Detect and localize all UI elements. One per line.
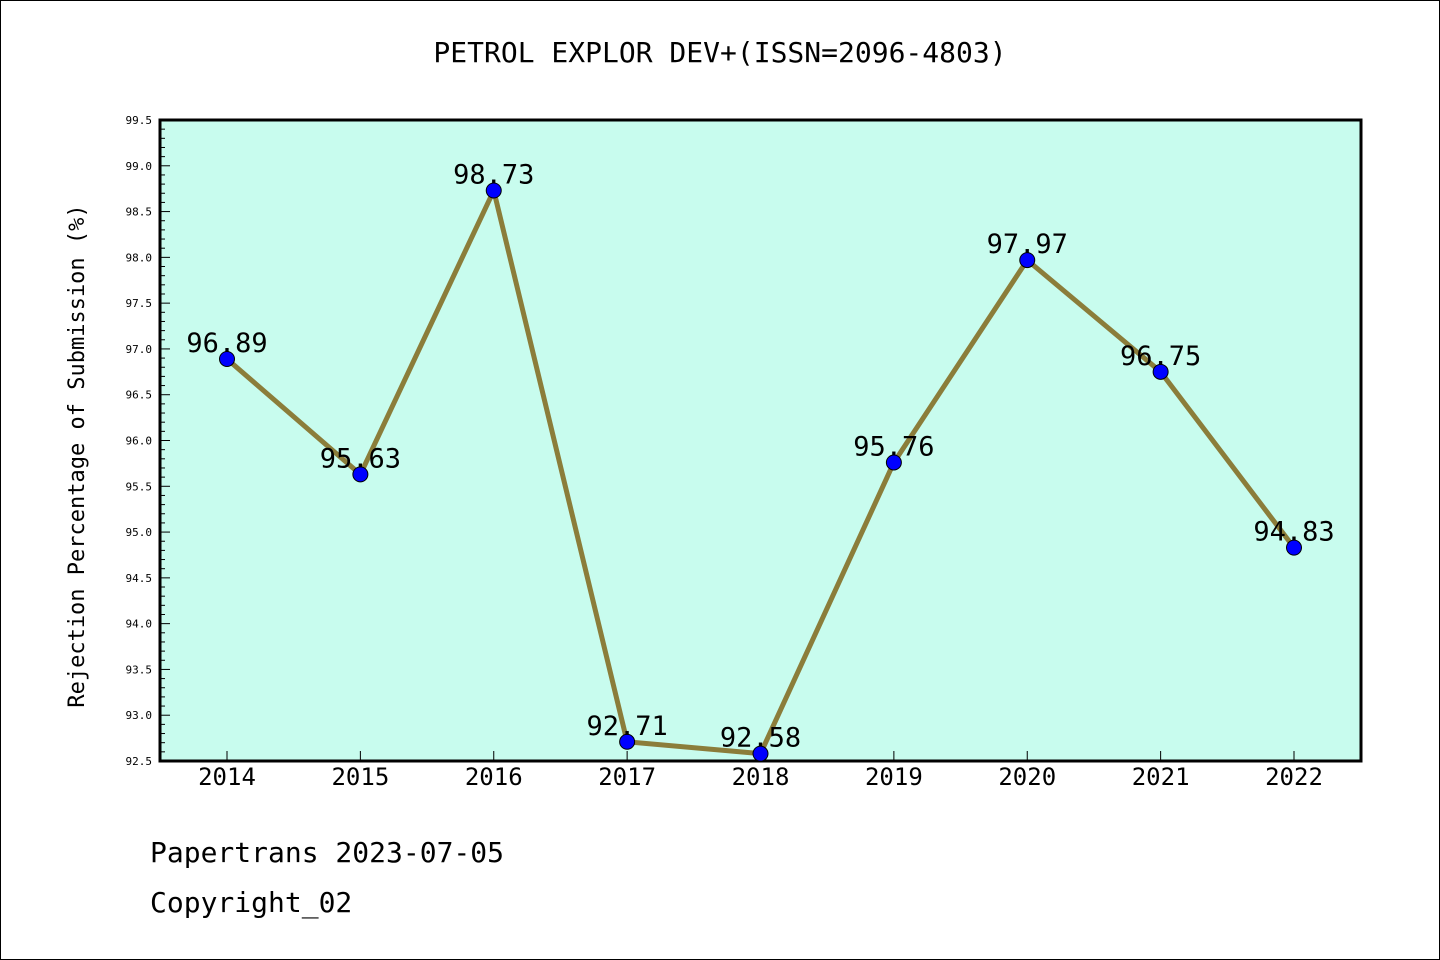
y-tick-label: 94.0 xyxy=(126,618,153,631)
data-point xyxy=(619,733,636,750)
data-point-layer xyxy=(219,182,1302,762)
y-tick-label: 98.0 xyxy=(126,251,153,264)
y-tick-label: 95.0 xyxy=(126,526,153,539)
x-tick-label: 2018 xyxy=(732,763,790,791)
data-point xyxy=(485,182,502,199)
x-tick-label: 2014 xyxy=(198,763,256,791)
y-tick-label: 96.0 xyxy=(126,435,153,448)
y-tick-label: 99.0 xyxy=(126,160,153,173)
footer-copyright: Copyright_02 xyxy=(150,886,353,919)
y-tick-label: 92.5 xyxy=(126,755,153,768)
data-point xyxy=(885,454,902,471)
y-tick-label: 93.5 xyxy=(126,663,153,676)
data-label-layer: 96.89 95.63 98.73 92.71 92.58 95.76 97.97 96.75… xyxy=(186,160,1334,754)
data-label: 92.58 xyxy=(720,723,801,754)
data-label: 96.89 xyxy=(186,328,267,359)
plot-area xyxy=(158,118,1363,763)
x-tick-label: 2019 xyxy=(865,763,923,791)
y-tick-label: 94.5 xyxy=(126,572,153,585)
data-point xyxy=(752,745,769,762)
x-tick-label: 2017 xyxy=(598,763,656,791)
x-tick-label: 2020 xyxy=(998,763,1056,791)
data-point xyxy=(219,351,235,368)
data-label: 95.63 xyxy=(320,443,401,474)
data-label: 98.73 xyxy=(453,160,534,191)
data-label: 92.71 xyxy=(586,711,667,742)
y-tick-label: 95.5 xyxy=(126,480,153,493)
data-label: 95.76 xyxy=(853,431,934,462)
x-tick-label: 2015 xyxy=(331,763,389,791)
data-label: 97.97 xyxy=(987,229,1068,260)
y-tick-label: 97.0 xyxy=(126,343,153,356)
data-point xyxy=(1286,539,1302,556)
y-axis-label: Rejection Percentage of Submission (%) xyxy=(65,204,90,707)
data-point xyxy=(1152,363,1169,380)
y-tick-label: 98.5 xyxy=(126,206,153,219)
chart-title: PETROL EXPLOR DEV+(ISSN=2096-4803) xyxy=(433,36,1007,69)
y-tick-label: 99.5 xyxy=(126,114,153,127)
y-axis: 92.5 93.0 93.5 94.0 94.5 95.0 95.5 96.0 96.5 97.0… xyxy=(126,114,170,768)
data-label: 96.75 xyxy=(1120,341,1201,372)
y-tick-label: 97.5 xyxy=(126,297,153,310)
x-tick-label: 2022 xyxy=(1265,763,1323,791)
x-tick-label: 2021 xyxy=(1132,763,1190,791)
data-label: 94.83 xyxy=(1253,517,1334,548)
data-point xyxy=(1019,252,1036,269)
y-tick-label: 93.0 xyxy=(126,709,153,722)
footer-date: Papertrans 2023-07-05 xyxy=(150,836,505,869)
x-axis: 2014 2015 2016 2017 2018 2019 2020 2021 2022 xyxy=(198,751,1323,791)
data-point xyxy=(352,466,369,483)
x-tick-label: 2016 xyxy=(465,763,523,791)
y-tick-label: 96.5 xyxy=(126,389,153,402)
